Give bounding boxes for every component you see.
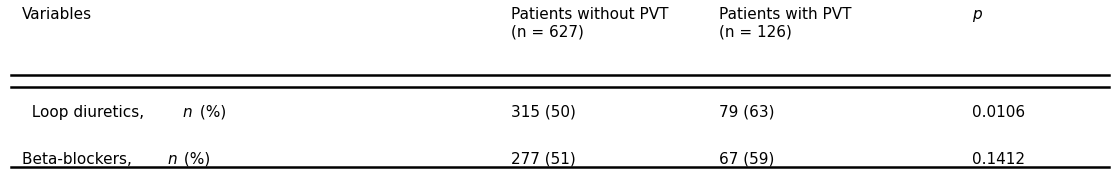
Text: Variables: Variables — [22, 7, 92, 22]
Text: Beta-blockers,: Beta-blockers, — [22, 152, 137, 167]
Text: 0.1412: 0.1412 — [971, 152, 1025, 167]
Text: p: p — [971, 7, 981, 22]
Text: 315 (50): 315 (50) — [511, 105, 576, 120]
Text: (%): (%) — [179, 152, 211, 167]
Text: Patients with PVT
(n = 126): Patients with PVT (n = 126) — [719, 7, 851, 39]
Text: 67 (59): 67 (59) — [719, 152, 775, 167]
Text: n: n — [183, 105, 193, 120]
Text: Patients without PVT
(n = 627): Patients without PVT (n = 627) — [511, 7, 669, 39]
Text: n: n — [167, 152, 177, 167]
Text: 79 (63): 79 (63) — [719, 105, 775, 120]
Text: (%): (%) — [195, 105, 226, 120]
Text: 0.0106: 0.0106 — [971, 105, 1025, 120]
Text: 277 (51): 277 (51) — [511, 152, 576, 167]
Text: Loop diuretics,: Loop diuretics, — [22, 105, 149, 120]
